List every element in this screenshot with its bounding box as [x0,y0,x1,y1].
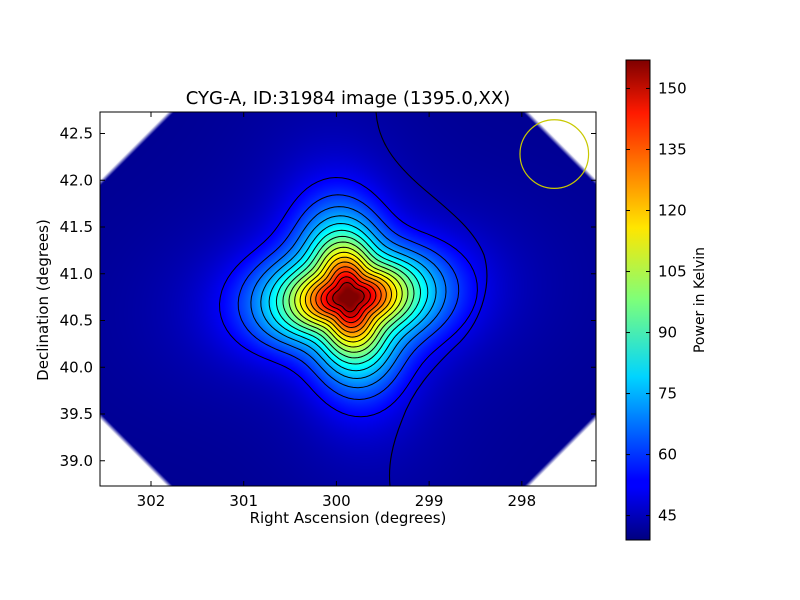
contour-ring [320,271,377,324]
colorbar-tick-label: 105 [658,263,687,281]
contour-lines [218,112,488,486]
beam-circle [519,119,590,189]
contour-ring [315,266,382,329]
contour-outer-curve [375,112,488,486]
y-tick-label: 39.0 [60,452,93,470]
x-tick-label: 298 [508,492,537,510]
chart-title: CYG-A, ID:31984 image (1395.0,XX) [186,88,510,109]
x-axis-ticks: 302 301 300 299 298 [137,112,536,510]
y-tick-label: 40.5 [60,312,93,330]
heatmap-image [100,112,596,486]
contour-ring [299,251,398,343]
contour-ring [250,206,447,389]
y-tick-label: 42.0 [60,171,93,189]
colorbar-ticks: 45 60 75 90 105 120 135 150 [626,79,687,525]
y-tick-label: 40.0 [60,358,93,376]
x-axis-label: Right Ascension (degrees) [250,509,447,527]
x-tick-label: 301 [229,492,258,510]
colorbar-tick-label: 120 [658,202,687,220]
contour-ring [310,261,387,333]
x-tick-label: 302 [137,492,166,510]
y-tick-label: 41.0 [60,265,93,283]
contour-ring [326,276,371,318]
contour-ring [332,281,365,313]
colorbar-gradient [625,59,651,541]
contour-ring [275,229,422,365]
colorbar-tick-label: 150 [658,79,687,97]
colorbar-tick-label: 60 [658,446,677,464]
contour-ring [288,241,409,353]
contour-ring [304,256,393,338]
contour-ring [260,215,437,380]
heatmap-plot-area: 302 301 300 299 298 39.0 39.5 40.0 40.5 41.0 41.5… [60,111,597,510]
contour-ring [294,246,403,348]
colorbar-tick-label: 90 [658,324,677,342]
colorbar-tick-label: 75 [658,385,677,403]
contour-ring [282,235,415,359]
contour-ring [268,222,429,372]
y-axis-label: Declination (degrees) [34,219,52,381]
colorbar: 45 60 75 90 105 120 135 150 [625,59,687,541]
plot-frame [99,111,597,487]
x-tick-label: 299 [415,492,444,510]
colorbar-tick-label: 45 [658,507,677,525]
x-tick-label: 300 [322,492,351,510]
y-axis-ticks: 39.0 39.5 40.0 40.5 41.0 41.5 42.0 42.5 [60,125,596,470]
colorbar-label: Power in Kelvin [692,247,708,353]
contour-ring [218,176,478,418]
y-tick-label: 42.5 [60,125,93,143]
y-tick-label: 41.5 [60,218,93,236]
colorbar-tick-label: 135 [658,140,687,158]
y-tick-label: 39.5 [60,405,93,423]
contour-ring [237,194,460,401]
